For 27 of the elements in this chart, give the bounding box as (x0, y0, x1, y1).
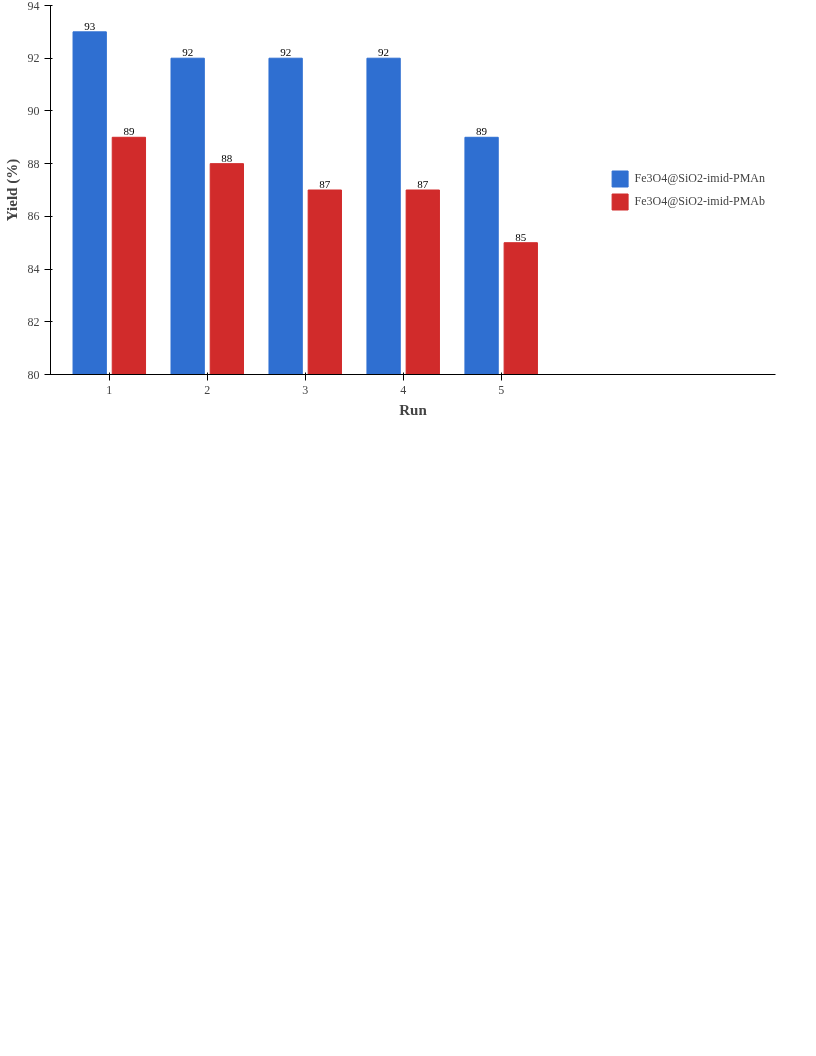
y-tick-label: 92 (27, 51, 40, 66)
data-label: 85 (515, 230, 527, 243)
y-tick-label: 86 (27, 209, 40, 224)
x-tick-label: 1 (106, 382, 113, 397)
y-tick-label: 80 (27, 367, 40, 382)
legend-label: Fe3O4@SiO2-imid-PMAn (634, 170, 765, 186)
data-label: 87 (319, 178, 331, 190)
data-label: 89 (476, 125, 488, 138)
data-label: 92 (378, 46, 390, 59)
x-tick-label: 2 (204, 382, 211, 397)
y-tick-label: 84 (27, 262, 40, 277)
x-tick-label: 4 (400, 382, 407, 397)
data-label: 89 (123, 125, 135, 138)
y-axis-title: Yield (%) (3, 158, 21, 222)
data-label: 88 (221, 151, 233, 164)
data-label: 92 (182, 46, 194, 59)
data-label: 87 (417, 178, 429, 190)
y-tick-label: 82 (27, 314, 40, 329)
data-label: 93 (84, 19, 96, 32)
legend-label: Fe3O4@SiO2-imid-PMAb (634, 193, 765, 209)
x-tick-label: 3 (302, 382, 309, 397)
y-tick-label: 88 (27, 156, 40, 171)
data-label: 92 (280, 46, 292, 59)
x-tick-label: 5 (498, 382, 505, 397)
x-axis-title: Run (399, 401, 428, 418)
y-tick-label: 90 (27, 103, 40, 118)
y-tick-label: 94 (27, 0, 40, 13)
